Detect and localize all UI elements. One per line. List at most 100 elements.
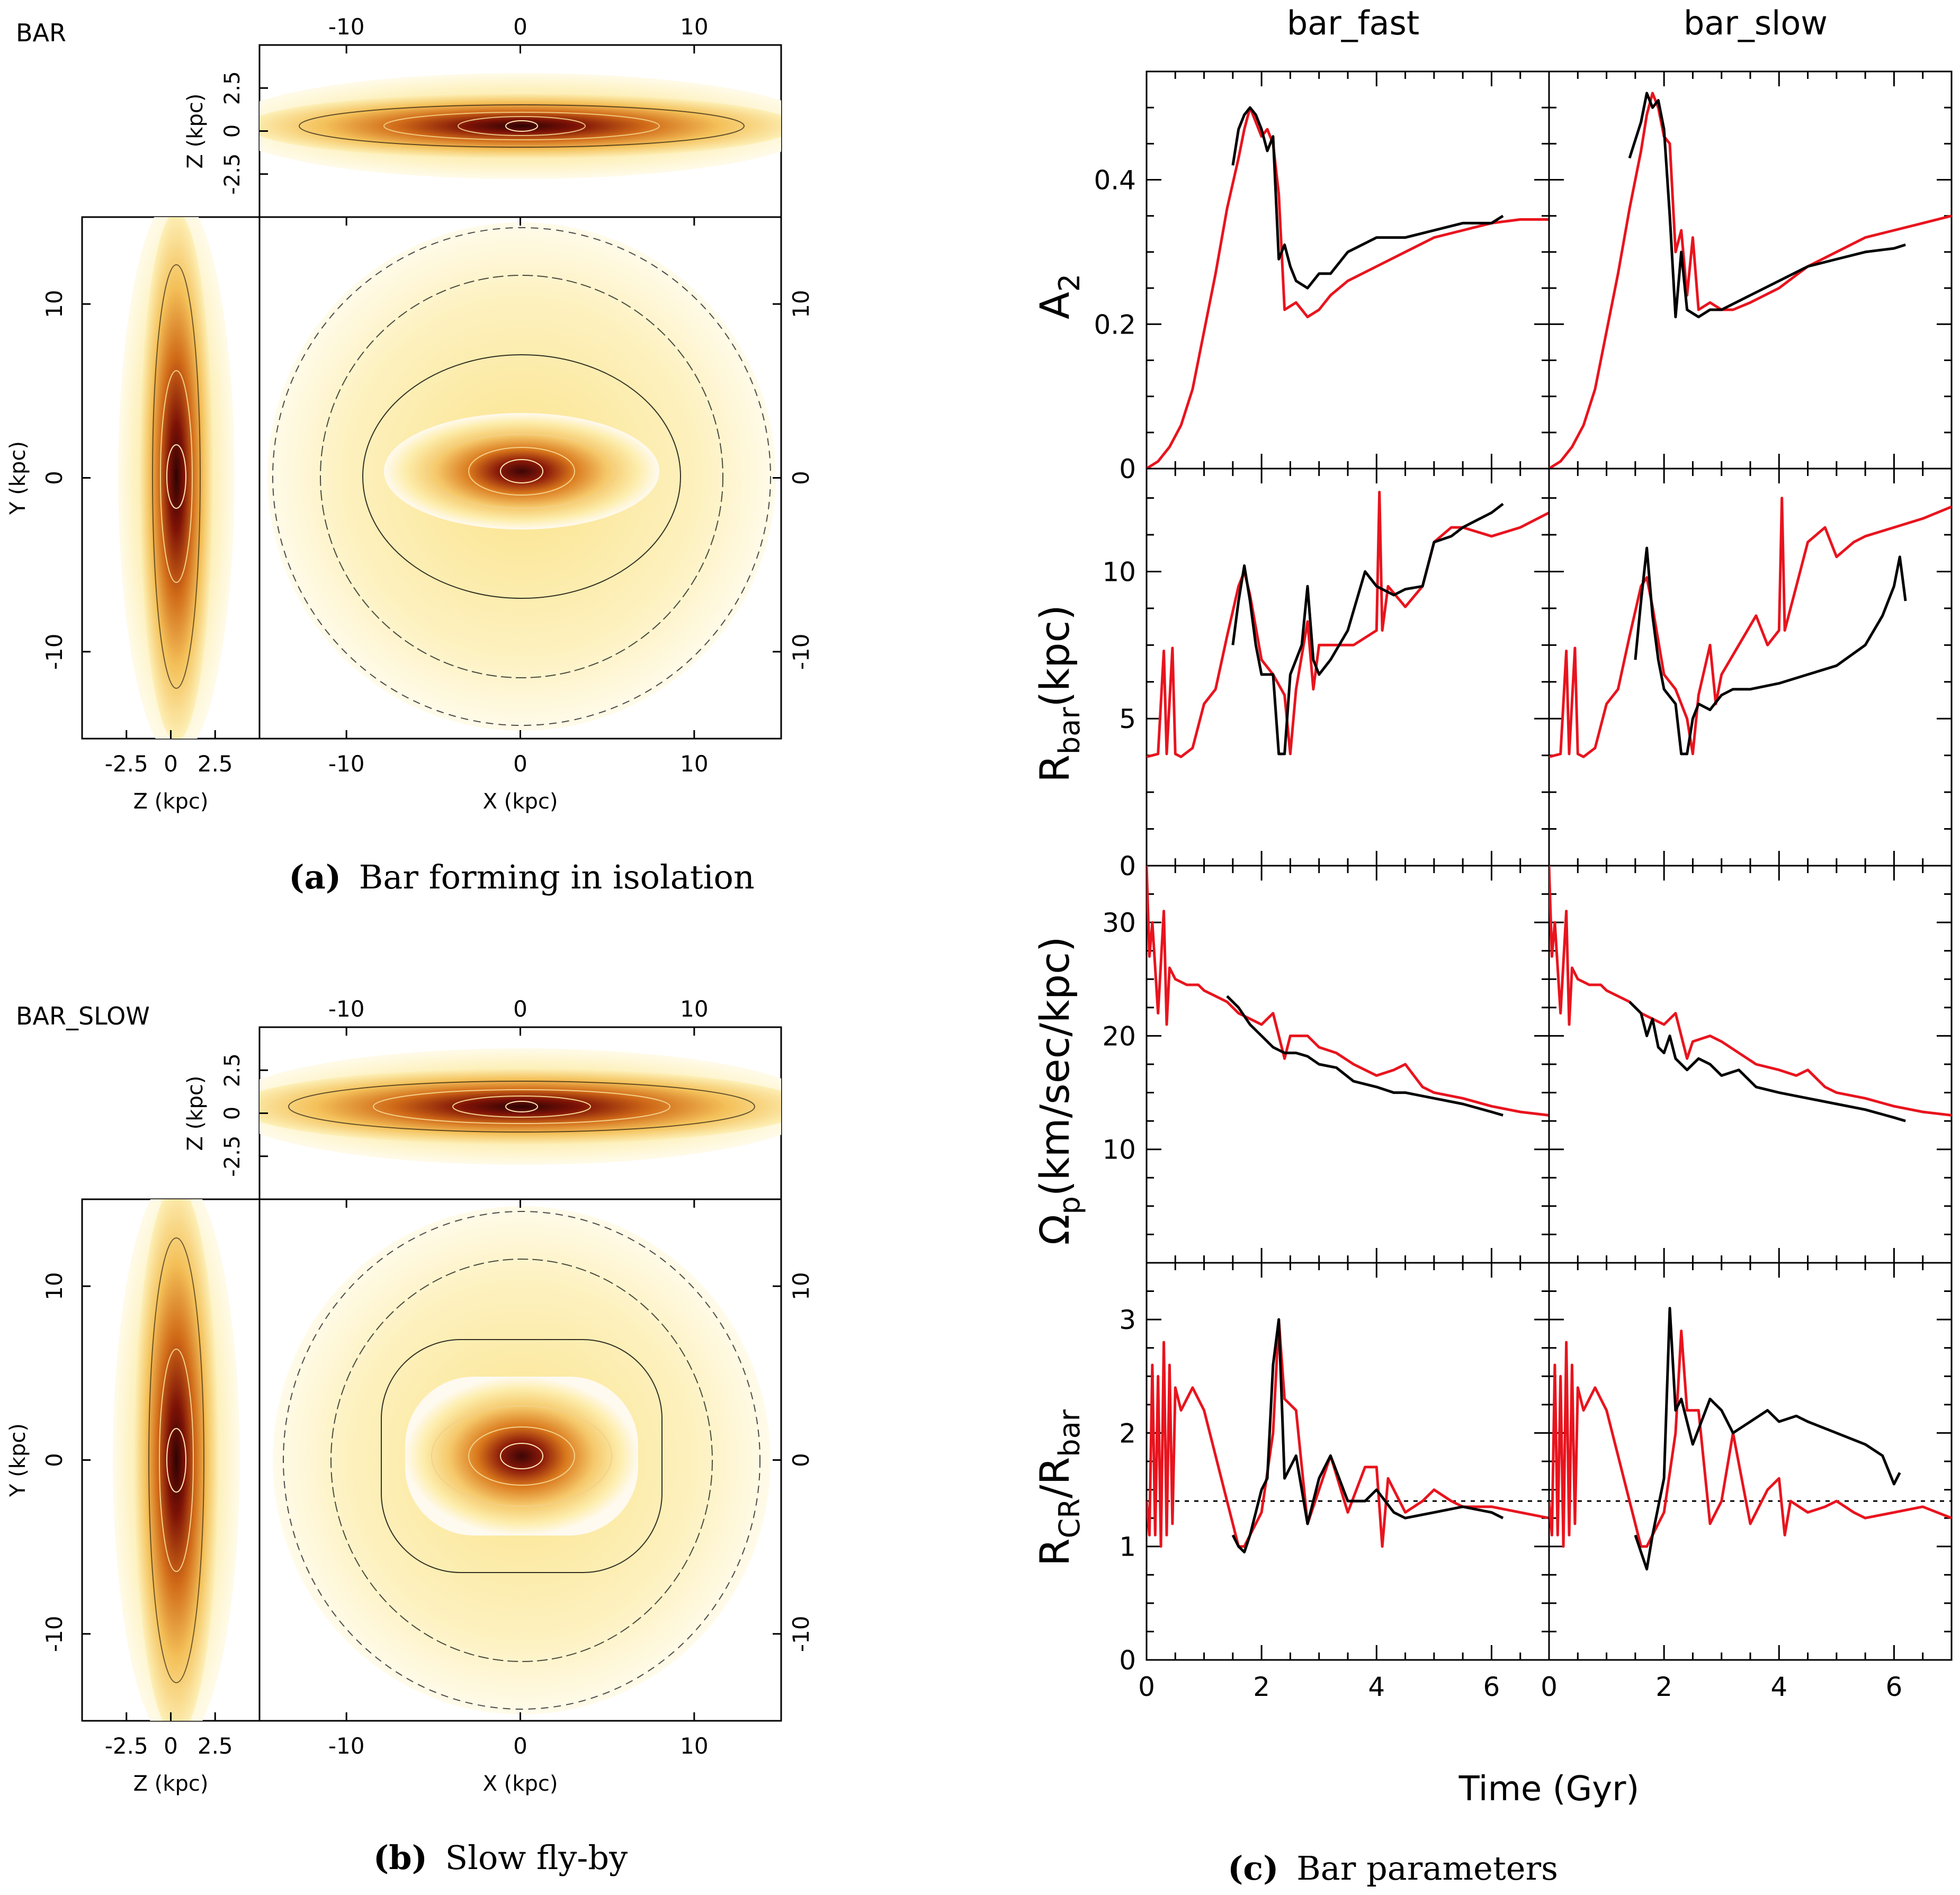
- panel-a-edge-xz: [258, 44, 782, 218]
- caption-b-text: Slow fly-by: [445, 1838, 628, 1877]
- panel-frame: [1548, 70, 1953, 470]
- panel-a-face-xy: [258, 216, 782, 740]
- z-tick-label-bottom: 0: [164, 1733, 178, 1759]
- panel-a-label: BAR: [16, 19, 66, 47]
- caption-a-tag: (a): [289, 858, 341, 896]
- z-tick-label: -2.5: [220, 154, 245, 195]
- x-tick-label: 0: [513, 1733, 527, 1759]
- y-tick-label: 5: [1119, 704, 1136, 734]
- panel-b-face-xy: [258, 1198, 782, 1722]
- series-red: [1549, 1330, 1952, 1548]
- z-tick-label: -2.5: [220, 1136, 245, 1177]
- svg-text:(b) Slow fly-by: (b) Slow fly-by: [373, 1838, 628, 1877]
- svg-text:(c) Bar parameters: (c) Bar parameters: [1228, 1849, 1558, 1888]
- y-tick-label-right: -10: [788, 1616, 814, 1652]
- y-tick-label-right: 10: [788, 1272, 814, 1300]
- caption-c: (c) Bar parameters: [1228, 1849, 1558, 1888]
- z-tick-label-bottom: 0: [164, 751, 178, 777]
- z-tick-label-bottom: -2.5: [105, 751, 148, 777]
- panel-frame: [1548, 1262, 1953, 1661]
- x-tick-label: 6: [1886, 1672, 1903, 1702]
- y-tick-label: 30: [1102, 908, 1136, 938]
- x-tick-label-top: 10: [680, 14, 708, 40]
- panel-frame: [1145, 70, 1550, 470]
- x-axis-label: X (kpc): [483, 789, 558, 814]
- y-tick-label: 0.4: [1094, 165, 1136, 196]
- x-tick-label-top: 0: [513, 996, 527, 1022]
- x-axis-label: X (kpc): [483, 1772, 558, 1796]
- panel-frame: [1145, 1262, 1550, 1661]
- column-title-bar-slow: bar_slow: [1684, 4, 1828, 42]
- series-black: [1634, 1307, 1901, 1571]
- y-tick-label: 10: [1102, 556, 1136, 587]
- x-tick-label: 4: [1770, 1672, 1787, 1702]
- x-tick-label-top: -10: [328, 14, 365, 40]
- y-tick-label-right: -10: [788, 634, 814, 670]
- z-tick-label: 0: [220, 1107, 245, 1120]
- z-tick-label: 0: [220, 124, 245, 138]
- caption-b-tag: (b): [373, 1838, 427, 1877]
- x-tick-label: 4: [1368, 1672, 1385, 1702]
- series-black: [1231, 1318, 1504, 1553]
- panel-b-label: BAR_SLOW: [16, 1002, 150, 1030]
- y-tick-label: 10: [1102, 1135, 1136, 1165]
- z-tick-label-bottom: 2.5: [198, 751, 233, 777]
- series-red: [1147, 490, 1549, 758]
- panel-frame: [1145, 468, 1550, 867]
- panel-bar_slow-row-3: 0 2 4 6: [1541, 1262, 1953, 1702]
- y-tick-label: -10: [41, 634, 67, 670]
- panel-bar_slow-row-1: [1548, 468, 1953, 867]
- y-tick-label-right: 10: [788, 290, 814, 318]
- z-tick-label: 2.5: [220, 1053, 245, 1087]
- panel-bar-isolation: BAR: [6, 14, 814, 814]
- panel-frame: [1548, 865, 1953, 1264]
- y-tick-label: 0: [1119, 851, 1136, 882]
- edge-on-disk-zy: [134, 1199, 219, 1721]
- caption-c-tag: (c): [1228, 1849, 1278, 1888]
- panel-bar_fast-row-3: 0 1 2 3 0 2 4 6: [1119, 1262, 1550, 1702]
- panel-bar_slow-row-0: [1548, 70, 1953, 470]
- x-tick-label-top: 10: [680, 996, 708, 1022]
- y-tick-label: 0: [41, 471, 67, 485]
- y-axis-label: Y (kpc): [6, 1423, 30, 1497]
- panel-b-edge-xz: [258, 1026, 782, 1200]
- y-tick-label: 10: [41, 1272, 67, 1300]
- y-tick-label: 0: [1119, 1645, 1136, 1676]
- bar-structure: [384, 413, 659, 529]
- edge-on-disk-xz: [259, 1068, 781, 1145]
- x-tick-label: 6: [1483, 1672, 1500, 1702]
- row-ylabel-a2: A2: [1031, 274, 1086, 319]
- x-tick-label: 0: [1541, 1672, 1558, 1702]
- series-black: [1634, 546, 1907, 756]
- panel-bar_fast-row-2: 10 20 30: [1102, 865, 1550, 1264]
- panel-bar_fast-row-0: 0 0.2 0.4: [1094, 70, 1550, 484]
- panel-bar_fast-row-1: 0 5 10: [1102, 468, 1550, 882]
- caption-a: (a) Bar forming in isolation: [289, 858, 755, 896]
- y-tick-label: 10: [41, 290, 67, 318]
- x-tick-label: 2: [1253, 1672, 1270, 1702]
- z-tick-label-bottom: 2.5: [198, 1733, 233, 1759]
- caption-b: (b) Slow fly-by: [373, 1838, 628, 1877]
- series-black: [1226, 995, 1503, 1117]
- y-tick-label-right: 0: [788, 1453, 814, 1467]
- x-axis-label-time: Time (Gyr): [1458, 1770, 1640, 1809]
- svg-text:(a) Bar forming in isola: (a) Bar forming in isolation: [289, 858, 755, 896]
- caption-a-text: Bar forming in isolation: [359, 858, 755, 896]
- series-red: [1549, 497, 1952, 758]
- z-tick-label-bottom: -2.5: [105, 1733, 148, 1759]
- y-tick-label: 1: [1119, 1532, 1136, 1562]
- row-ylabel-rcr-rbar: RCR/Rbar: [1031, 1409, 1086, 1566]
- z-axis-label: Z (kpc): [133, 1772, 209, 1796]
- x-tick-label-top: 0: [513, 14, 527, 40]
- caption-c-text: Bar parameters: [1296, 1849, 1558, 1888]
- panel-a-edge-zy: [81, 216, 261, 740]
- y-tick-label: -10: [41, 1616, 67, 1652]
- panel-bar-slow: BAR_SLOW -10-: [6, 996, 814, 1796]
- y-tick-label: 3: [1119, 1305, 1136, 1335]
- y-axis-label: Y (kpc): [6, 441, 30, 515]
- row-ylabel-omega: Ωp(km/sec/kpc): [1031, 936, 1086, 1245]
- z-axis-label-top: Z (kpc): [183, 94, 208, 169]
- y-tick-label: 2: [1119, 1418, 1136, 1449]
